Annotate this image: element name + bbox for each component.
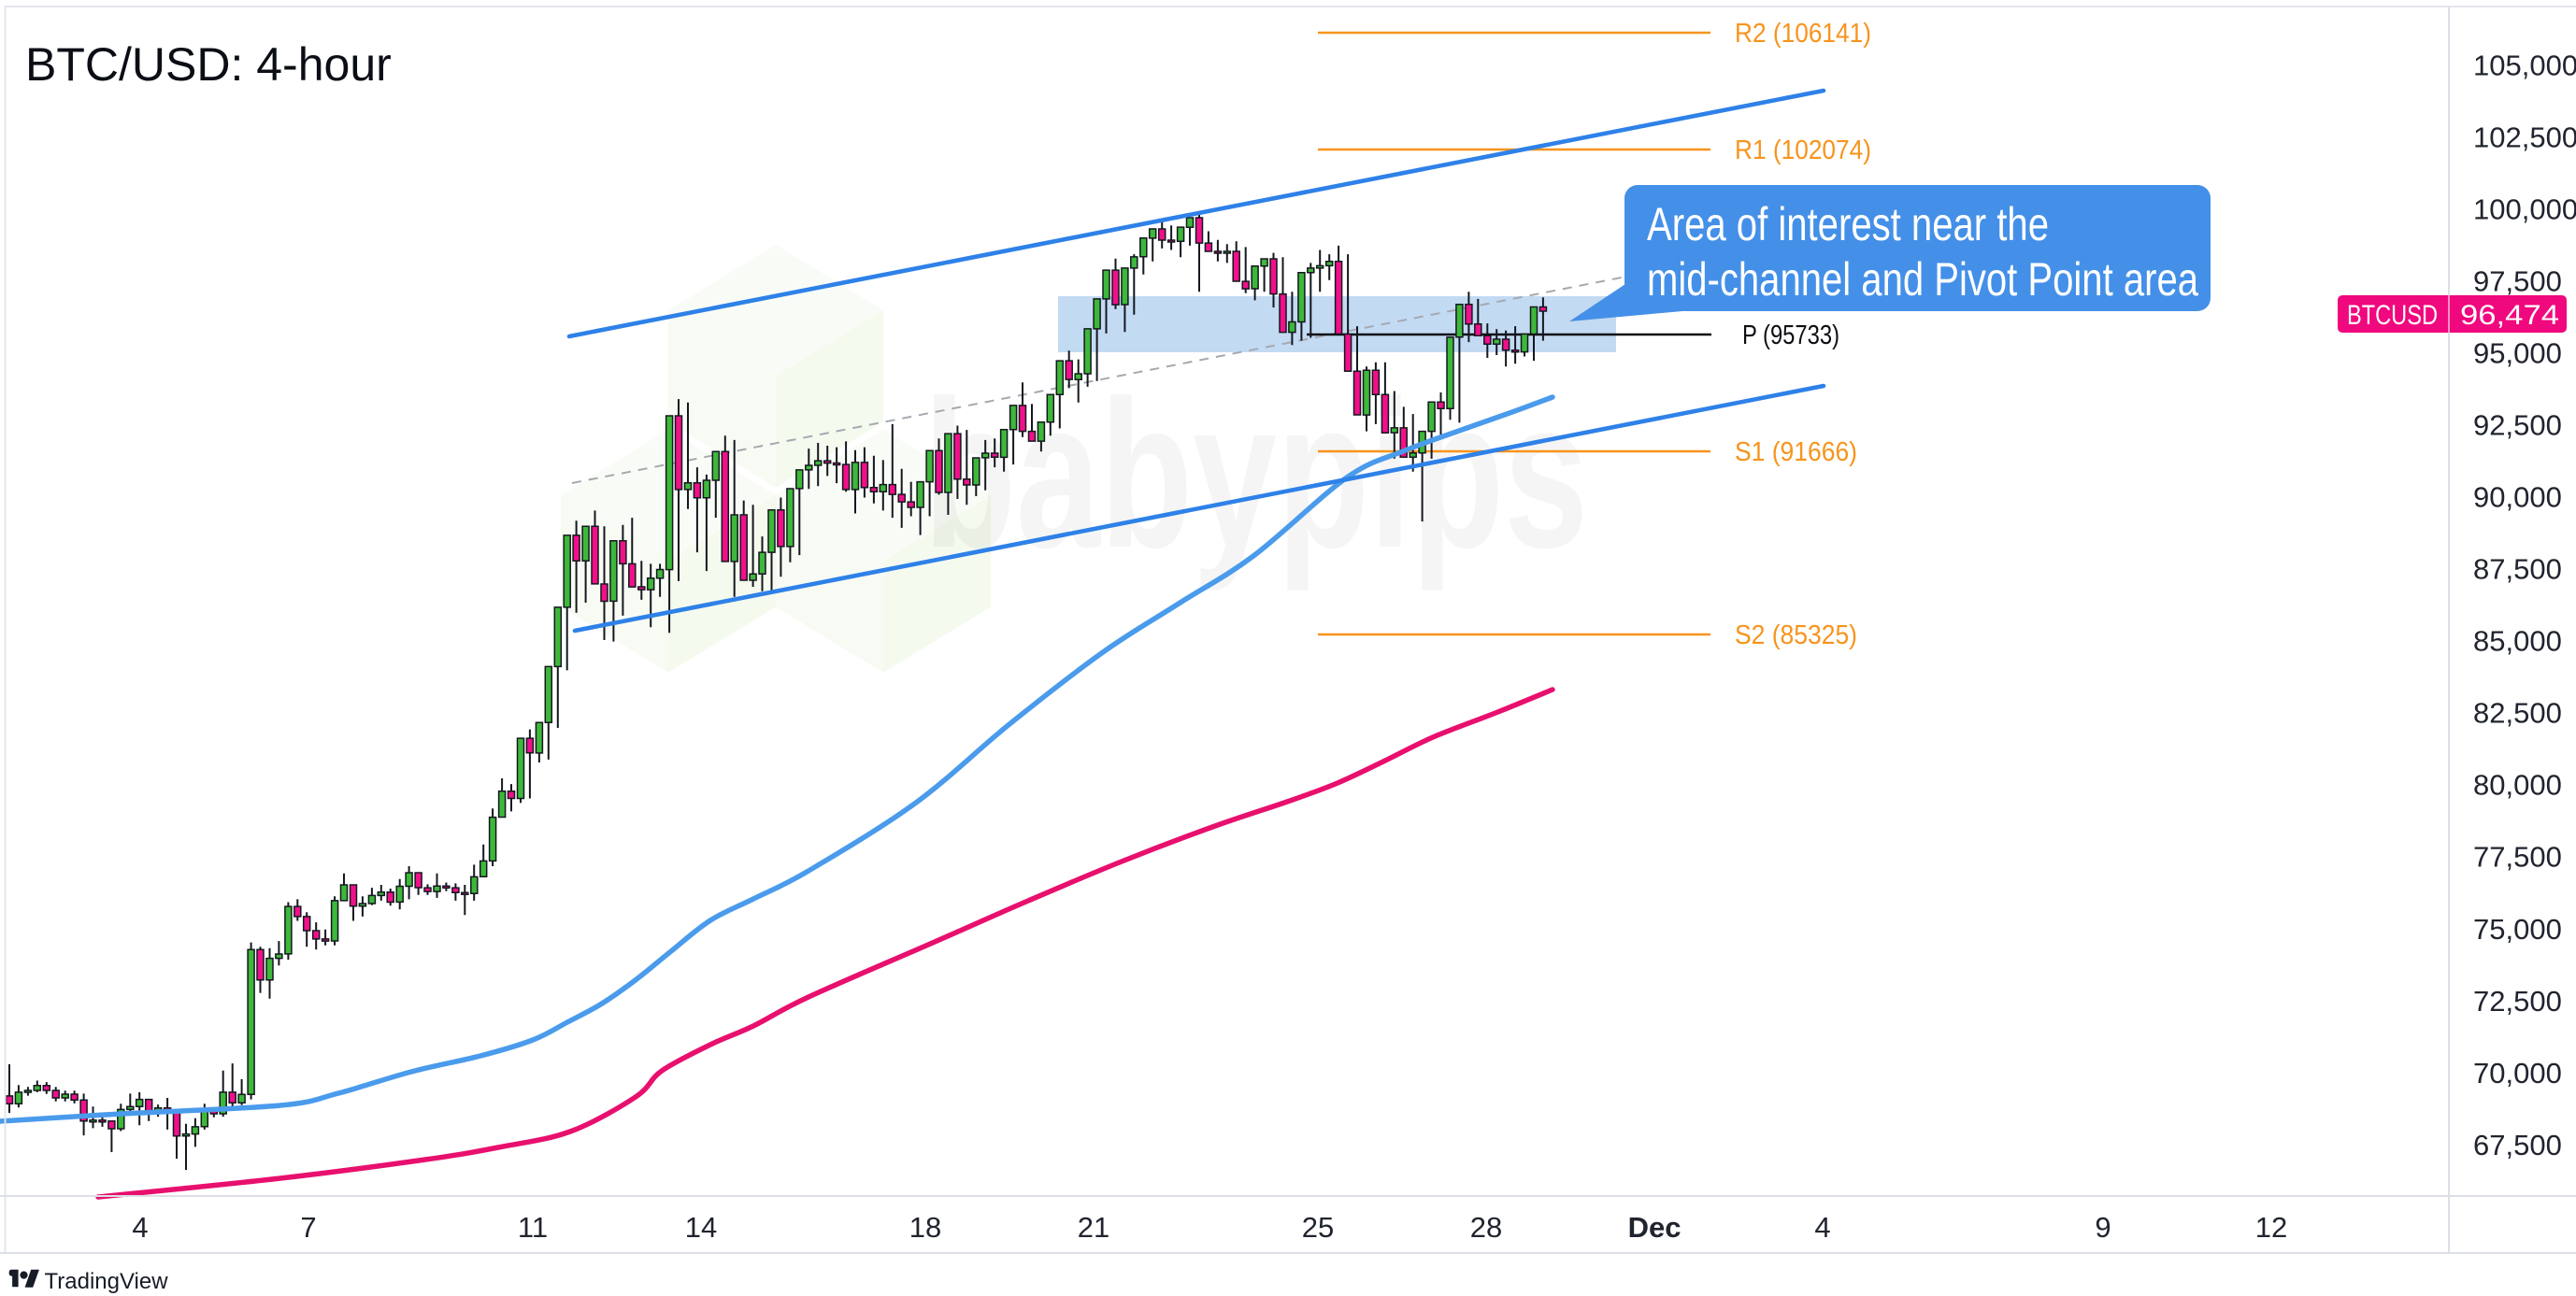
svg-text:BTCUSD: BTCUSD: [2347, 300, 2438, 331]
svg-text:75,000: 75,000: [2473, 913, 2562, 946]
svg-text:18: 18: [909, 1211, 941, 1244]
svg-text:Area of interest near the: Area of interest near the: [1647, 198, 2049, 250]
svg-text:Dec: Dec: [1628, 1211, 1682, 1244]
svg-text:R2 (106141): R2 (106141): [1735, 19, 1871, 49]
svg-text:82,500: 82,500: [2473, 697, 2562, 730]
svg-text:100,000: 100,000: [2473, 192, 2576, 225]
svg-text:11: 11: [518, 1211, 548, 1244]
svg-text:87,500: 87,500: [2473, 553, 2562, 586]
svg-text:P (95733): P (95733): [1742, 320, 1839, 350]
svg-text:S1 (91666): S1 (91666): [1735, 437, 1857, 467]
svg-text:21: 21: [1078, 1211, 1109, 1244]
svg-text:70,000: 70,000: [2473, 1057, 2562, 1089]
svg-text:25: 25: [1302, 1211, 1334, 1244]
svg-text:14: 14: [685, 1211, 717, 1244]
svg-text:mid-channel and Pivot Point ar: mid-channel and Pivot Point area: [1647, 253, 2198, 306]
svg-text:96,474: 96,474: [2460, 300, 2559, 331]
svg-text:97,500: 97,500: [2473, 264, 2562, 297]
svg-text:TradingView: TradingView: [45, 1269, 169, 1294]
svg-text:12: 12: [2255, 1211, 2287, 1244]
svg-text:80,000: 80,000: [2473, 769, 2562, 802]
svg-text:77,500: 77,500: [2473, 841, 2562, 874]
svg-text:67,500: 67,500: [2473, 1129, 2562, 1161]
svg-text:S2 (85325): S2 (85325): [1735, 620, 1857, 650]
svg-text:85,000: 85,000: [2473, 625, 2562, 658]
svg-text:R1 (102074): R1 (102074): [1735, 135, 1871, 165]
svg-text:90,000: 90,000: [2473, 481, 2562, 514]
svg-text:102,500: 102,500: [2473, 121, 2576, 153]
svg-text:4: 4: [132, 1211, 148, 1244]
svg-text:95,000: 95,000: [2473, 336, 2562, 369]
svg-text:7: 7: [300, 1211, 316, 1244]
svg-text:105,000: 105,000: [2473, 49, 2576, 81]
svg-text:4: 4: [1814, 1211, 1830, 1244]
svg-text:72,500: 72,500: [2473, 985, 2562, 1018]
svg-text:28: 28: [1470, 1211, 1502, 1244]
svg-text:92,500: 92,500: [2473, 409, 2562, 442]
svg-text:9: 9: [2095, 1211, 2111, 1244]
